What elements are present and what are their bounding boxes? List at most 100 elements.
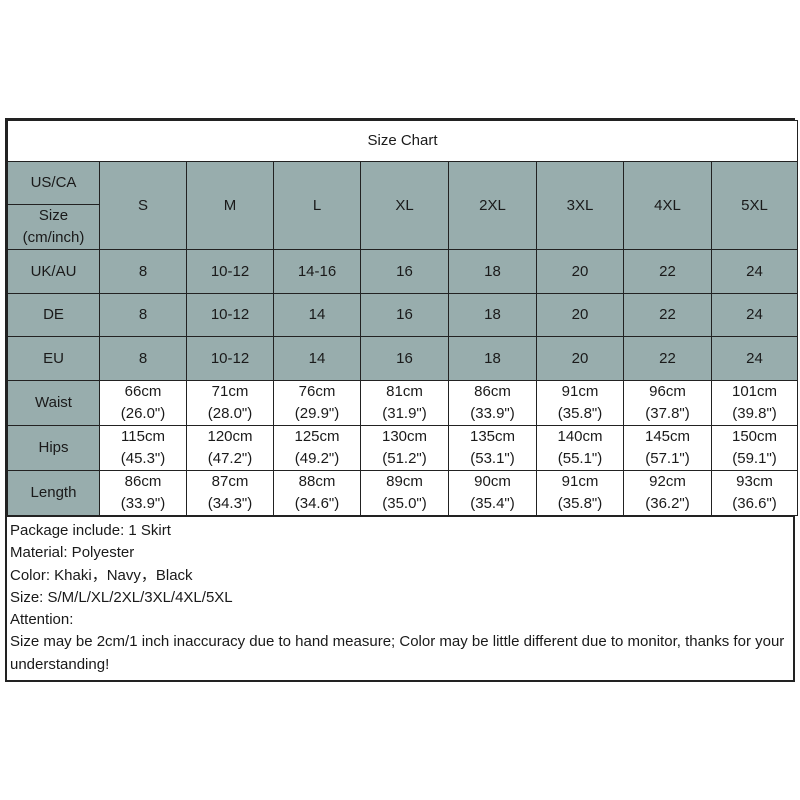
inch-value: (59.1") [732,450,777,467]
size-value: 16 [360,293,449,337]
size-value: 14-16 [273,249,361,294]
inch-value: (35.4") [470,495,515,512]
size-value: 14 [273,293,361,337]
size-header: M [186,161,274,250]
measurement-cell: 120cm (47.2") [186,425,274,471]
cm-value: 130cm [381,428,428,445]
measurement-cell: 76cm (29.9") [273,380,361,426]
size-value: 8 [99,293,187,337]
measurement-cell: 66cm (26.0") [99,380,187,426]
size-value: 18 [448,336,537,381]
cm-value: 145cm [644,428,691,445]
row-label: DE [7,293,100,337]
inch-value: (35.8") [557,405,603,422]
inch-value: (47.2") [207,450,253,467]
cm-value: 86cm [474,383,511,400]
size-value: 14 [273,336,361,381]
measurement-cell: 90cm (35.4") [448,470,537,516]
measurement-cell: 86cm (33.9") [448,380,537,426]
inch-value: (35.8") [557,495,603,512]
inch-value: (55.1") [557,450,603,467]
measurement-cell: 96cm (37.8") [623,380,712,426]
inch-value: (35.0") [382,495,427,512]
cm-value: 125cm [294,428,340,445]
cm-value: 150cm [731,428,778,445]
inch-value: (26.0") [120,405,166,422]
cm-value: 76cm [298,383,336,400]
size-value: 22 [623,249,712,294]
inch-value: (39.8") [732,405,777,422]
table-row: Length 86cm (33.9") 87cm (34.3") 88cm (34.6") 8… [7,470,799,516]
measurement-cell: 140cm (55.1") [536,425,624,471]
table-row: EU 8 10-12 14 16 18 20 22 24 [7,336,799,381]
size-value: 22 [623,336,712,381]
measurement-cell: 115cm (45.3") [99,425,187,471]
note-line: Attention: [10,611,74,629]
inch-value: (31.9") [382,405,427,422]
cm-value: 89cm [386,473,423,490]
size-value: 10-12 [186,293,274,337]
inch-value: (51.2") [382,450,427,467]
cm-value: 90cm [474,473,511,490]
cm-value: 101cm [731,383,778,400]
table-row: Hips 115cm (45.3") 120cm (47.2") 125cm (49.2")… [7,425,799,471]
size-value: 24 [710,249,799,294]
chart-title: Size Chart [6,120,799,162]
measurement-cell: 125cm (49.2") [273,425,361,471]
cm-value: 66cm [124,383,162,400]
inch-value: (33.9") [470,405,515,422]
size-value: 16 [360,336,449,381]
note-line: Package include: 1 Skirt [10,522,171,539]
inch-value: (36.2") [645,495,690,512]
measurement-cell: 88cm (34.6") [273,470,361,516]
cm-value: 88cm [298,473,336,490]
size-value: 20 [536,293,624,337]
row-label: EU [7,336,100,381]
measurement-cell: 87cm (34.3") [186,470,274,516]
measurement-cell: 145cm (57.1") [623,425,712,471]
inch-value: (37.8") [645,405,690,422]
measurement-cell: 86cm (33.9") [99,470,187,516]
size-value: 20 [536,336,624,381]
inch-value: (34.6") [294,495,340,512]
inch-value: (36.6") [732,495,777,512]
cm-value: 120cm [207,428,253,445]
cm-value: 87cm [211,473,249,490]
size-header: S [99,161,187,250]
row-label: Hips [7,425,100,471]
inch-value: (53.1") [470,450,515,467]
row-label: Waist [7,380,100,426]
size-value: 10-12 [186,336,274,381]
cm-value: 115cm [121,428,165,445]
cm-value: 92cm [649,473,686,490]
size-header: 5XL [710,161,799,250]
table-row: DE 8 10-12 14 16 18 20 22 24 [7,293,799,337]
size-header: 2XL [448,161,537,250]
size-value: 16 [360,249,449,294]
measurement-cell: 91cm (35.8") [536,380,624,426]
row-label: UK/AU [7,249,100,294]
measurement-cell: 71cm (28.0") [186,380,274,426]
product-notes: Package include: 1 Skirt Material: Polyes… [7,516,793,680]
measurement-cell: 130cm (51.2") [360,425,449,471]
row-label: Length [7,470,100,516]
cm-value: 140cm [557,428,603,445]
size-value: 24 [710,293,799,337]
note-line: Material: Polyester [10,544,135,562]
size-header: L [273,161,361,250]
inch-value: (49.2") [294,450,340,467]
measurement-cell: 92cm (36.2") [623,470,712,516]
cm-value: 71cm [211,383,249,400]
cm-value: 91cm [561,473,599,490]
measurement-cell: 150cm (59.1") [710,425,799,471]
measurement-cell: 93cm (36.6") [710,470,799,516]
size-value: 22 [623,293,712,337]
measurement-cell: 89cm (35.0") [360,470,449,516]
size-value: 18 [448,249,537,294]
measurement-cell: 81cm (31.9") [360,380,449,426]
size-value: 10-12 [186,249,274,294]
note-line: Size: S/M/L/XL/2XL/3XL/4XL/5XL [10,588,233,606]
note-line: Color: Khaki，Navy，Black [10,566,193,584]
us-ca-label: US/CA [7,161,100,205]
size-table: Size Chart US/CA S M L XL 2XL 3XL 4XL 5X… [6,120,799,516]
